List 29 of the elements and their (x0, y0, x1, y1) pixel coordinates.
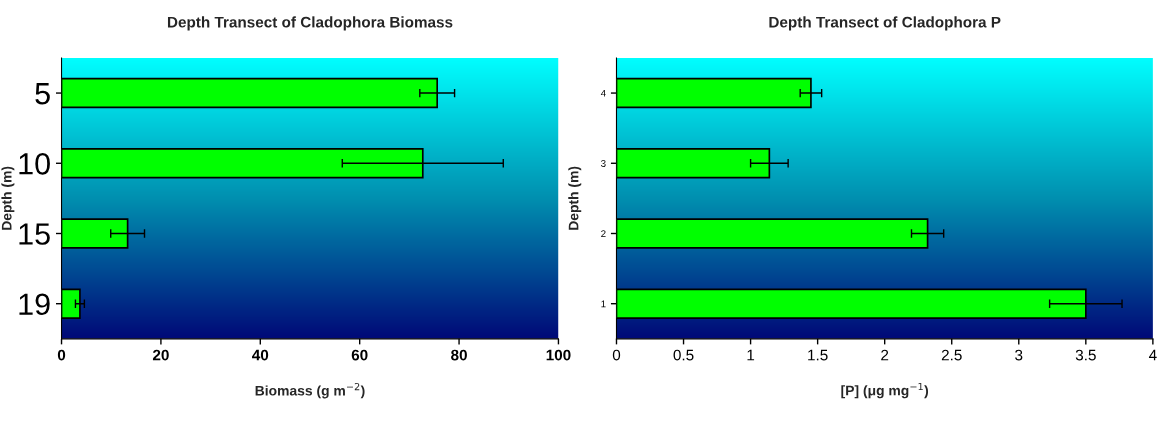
x-tick-label: 0 (612, 349, 621, 361)
x-tick-label: 0.5 (673, 349, 694, 361)
x-tick-label: 2.5 (941, 349, 962, 361)
y-axis-title: Depth (m) (568, 166, 582, 230)
y-tick-label: 3 (601, 160, 606, 167)
x-tick-label: 60 (351, 349, 368, 361)
y-tick-label: 15 (19, 223, 50, 245)
x-tick-label: 0 (57, 349, 66, 361)
y-tick-label: 2 (601, 230, 606, 238)
x-tick-label: 4 (1148, 349, 1157, 361)
chart-title: Depth Transect of Cladophora Biomass (167, 16, 453, 31)
y-axis-title: Depth (m) (1, 166, 15, 230)
x-tick-label: 100 (546, 349, 571, 361)
x-tick-label: 80 (451, 349, 467, 361)
x-tick-label: 3.5 (1075, 349, 1096, 361)
y-tick-label: 1 (601, 300, 606, 308)
chart-title: Depth Transect of Cladophora P (769, 16, 1001, 31)
x-tick-label: 3 (1015, 349, 1023, 361)
y-tick-label: 5 (35, 83, 50, 105)
x-tick-label: 40 (252, 349, 269, 361)
x-axis-title: [P] (μg mg$^{−1}$) (841, 382, 929, 399)
y-tick-label: 19 (19, 293, 50, 316)
y-tick-label: 4 (600, 89, 606, 97)
y-tick-label: 10 (19, 153, 50, 175)
x-tick-label: 1.5 (808, 349, 828, 361)
x-tick-label: 1 (747, 349, 755, 361)
x-tick-label: 20 (152, 349, 169, 361)
x-axis-title: Biomass (g m$^{−2}$) (255, 382, 365, 399)
x-tick-label: 2 (881, 349, 889, 361)
